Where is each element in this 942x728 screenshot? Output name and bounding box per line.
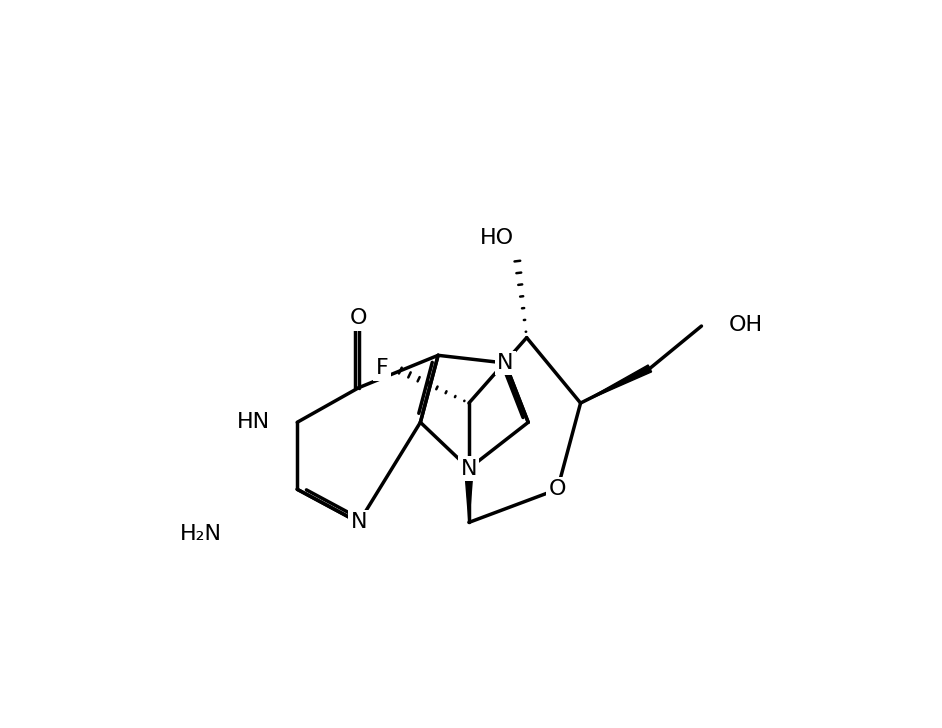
Text: HN: HN	[237, 412, 270, 432]
Text: OH: OH	[728, 314, 762, 335]
Text: H₂N: H₂N	[180, 524, 222, 544]
Text: O: O	[548, 479, 566, 499]
Polygon shape	[464, 469, 473, 523]
Text: O: O	[350, 309, 367, 328]
Text: N: N	[461, 459, 478, 478]
Text: F: F	[376, 358, 388, 379]
Polygon shape	[580, 365, 652, 403]
Text: N: N	[496, 353, 513, 373]
Text: N: N	[350, 513, 367, 532]
Text: HO: HO	[480, 228, 514, 248]
